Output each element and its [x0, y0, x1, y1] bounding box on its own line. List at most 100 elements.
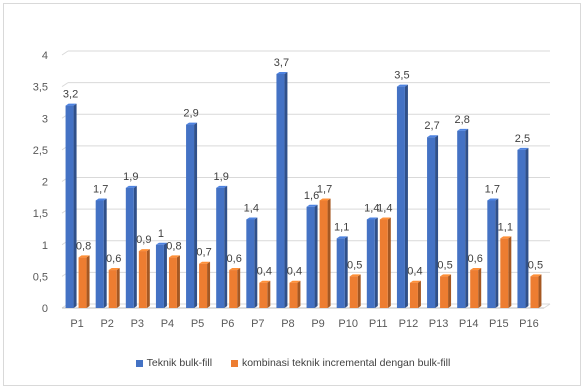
data-label: 1,9 — [123, 171, 138, 183]
bar-top — [409, 280, 421, 283]
bar — [336, 238, 345, 308]
bar-top — [306, 204, 318, 207]
y-tick-label: 2 — [42, 177, 48, 189]
legend-label-series-1: Teknik bulk-fill — [146, 357, 213, 369]
bar — [155, 244, 164, 308]
bar-top — [487, 198, 499, 201]
bar — [366, 219, 375, 308]
bar-top — [95, 198, 107, 201]
y-tick-label: 4 — [42, 50, 48, 62]
bar-top — [138, 249, 150, 252]
bar — [530, 276, 539, 308]
bar-side — [538, 274, 542, 308]
bar — [259, 282, 268, 308]
bar-top — [276, 71, 288, 74]
bar — [457, 130, 466, 308]
bar-side — [478, 268, 482, 308]
data-label: 0,8 — [166, 240, 181, 252]
bar-top — [168, 255, 180, 258]
data-label: 1,6 — [304, 190, 319, 202]
bar-top — [470, 268, 482, 271]
bar-side — [344, 236, 348, 308]
bar-top — [186, 122, 198, 125]
data-label: 1,9 — [214, 171, 229, 183]
bar — [78, 257, 87, 308]
x-tick-label: P9 — [311, 318, 324, 330]
legend-swatch-series-1 — [135, 359, 143, 367]
data-label: 1,4 — [244, 202, 259, 214]
data-label: 0,6 — [106, 253, 121, 265]
bar — [168, 257, 177, 308]
bar-top — [155, 242, 167, 245]
x-tick-label: P3 — [131, 318, 144, 330]
bar — [319, 200, 328, 308]
bar-side — [133, 185, 137, 308]
bar-side — [254, 217, 258, 308]
floor-edge — [543, 303, 551, 309]
bar-top — [379, 217, 391, 220]
bar — [186, 124, 195, 308]
bar — [427, 137, 436, 308]
data-label: 0,7 — [196, 247, 211, 259]
x-tick-label: P1 — [70, 318, 83, 330]
data-label: 0,5 — [347, 259, 362, 271]
bar — [379, 219, 388, 308]
bar-top — [349, 274, 361, 277]
bar-side — [525, 147, 529, 308]
bar — [95, 200, 104, 308]
bar-side — [284, 71, 288, 308]
data-label: 1,7 — [317, 183, 332, 195]
y-tick-label: 3 — [42, 113, 48, 125]
y-tick-label: 0 — [42, 303, 48, 315]
data-label: 0,5 — [437, 259, 452, 271]
bar-top — [500, 236, 512, 239]
bar — [349, 276, 358, 308]
bar-side — [297, 280, 301, 308]
x-tick-label: P16 — [519, 318, 539, 330]
bar-top — [440, 274, 452, 277]
y-tick-label: 3,5 — [33, 82, 48, 94]
bar-side — [387, 217, 391, 308]
x-tick-label: P6 — [221, 318, 234, 330]
y-tick-label: 1,5 — [33, 208, 48, 220]
bar-side — [508, 236, 512, 308]
x-tick-label: P11 — [369, 318, 388, 330]
bar-top — [216, 185, 228, 188]
data-label: 2,8 — [455, 114, 470, 126]
x-tick-label: P5 — [191, 318, 204, 330]
gridline-depth — [61, 82, 69, 88]
bar — [199, 263, 208, 308]
bar — [289, 282, 298, 308]
data-label: 1,1 — [334, 221, 349, 233]
data-label: 1,1 — [498, 221, 513, 233]
bar-top — [65, 103, 77, 106]
bar-side — [417, 280, 421, 308]
data-label: 2,5 — [515, 133, 530, 145]
bar-top — [427, 135, 439, 138]
bar — [216, 187, 225, 308]
bar-top — [396, 84, 408, 87]
bar — [396, 86, 405, 308]
x-tick-label: P15 — [489, 318, 509, 330]
data-label: 1,7 — [93, 183, 108, 195]
x-tick-label: P8 — [281, 318, 294, 330]
data-label: 0,5 — [528, 259, 543, 271]
x-tick-label: P7 — [251, 318, 264, 330]
bar-top — [366, 217, 378, 220]
chart-frame — [3, 3, 581, 386]
bar — [487, 200, 496, 308]
bar — [306, 206, 315, 308]
bar-top — [125, 185, 137, 188]
y-tick-label: 2,5 — [33, 145, 48, 157]
data-label: 0,6 — [227, 253, 242, 265]
bar-side — [465, 128, 469, 308]
bar — [229, 270, 238, 308]
y-tick-label: 1 — [42, 240, 48, 252]
bar-top — [336, 236, 348, 239]
bar-side — [194, 122, 198, 308]
bar-side — [176, 255, 180, 308]
bar-side — [357, 274, 361, 308]
bar — [108, 270, 117, 308]
data-label: 3,5 — [394, 70, 409, 82]
